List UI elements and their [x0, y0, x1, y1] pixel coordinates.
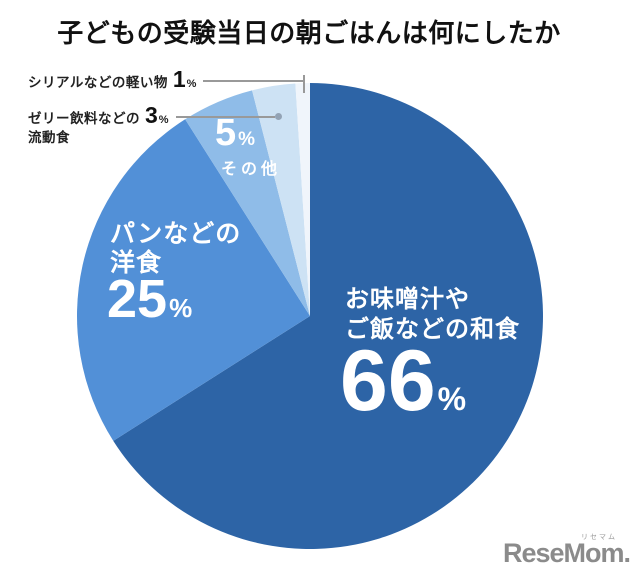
callout-jelly-unit: %: [158, 114, 169, 126]
callout-cereal-value: 1: [172, 66, 186, 92]
resemom-logo-text: ReseMom.: [502, 538, 631, 568]
chart-title: 子どもの受験当日の朝ごはんは何にしたか: [57, 18, 561, 48]
callout-jelly-value: 3: [145, 102, 158, 128]
slice-label-wafoku-value: 66%: [340, 333, 467, 429]
resemom-logo-ruby: リセマム: [581, 534, 617, 541]
pie-slice-5: [295, 83, 310, 316]
slice-label-yoshoku: パンなどの 洋食: [110, 220, 242, 277]
callout-jelly-label-line2: 流動食: [28, 130, 70, 145]
leader-line-jelly: [175, 115, 275, 118]
callout-jelly: ゼリー飲料などの 3 %: [28, 102, 282, 129]
callout-cereal-label: シリアルなどの軽い物: [28, 75, 168, 90]
slice-label-wafoku: お味噌汁や ご飯などの和食: [345, 286, 520, 343]
callout-cereal: シリアルなどの軽い物 1 %: [28, 66, 305, 93]
percent-sign: %: [437, 381, 467, 417]
slice-label-yoshoku-value: 25%: [107, 269, 193, 329]
callout-jelly-label: ゼリー飲料などの: [28, 111, 140, 126]
slice-label-other-caption: その他: [221, 161, 282, 178]
percent-sign: %: [169, 293, 193, 323]
leader-line-jelly-dot: [275, 113, 282, 120]
resemom-logo: リセマム ReseMom.: [502, 534, 631, 568]
pie-slice-4: [252, 83, 310, 317]
pie-slice-1: [113, 83, 543, 550]
pie-slice-2: [76, 119, 310, 441]
leader-line-cereal-drop: [303, 75, 305, 93]
percent-sign: %: [238, 129, 256, 150]
callout-cereal-unit: %: [186, 78, 197, 90]
leader-line-cereal: [203, 79, 305, 82]
slice-label-other-value: 5%: [215, 112, 256, 154]
pie-slice-3: [185, 90, 310, 316]
